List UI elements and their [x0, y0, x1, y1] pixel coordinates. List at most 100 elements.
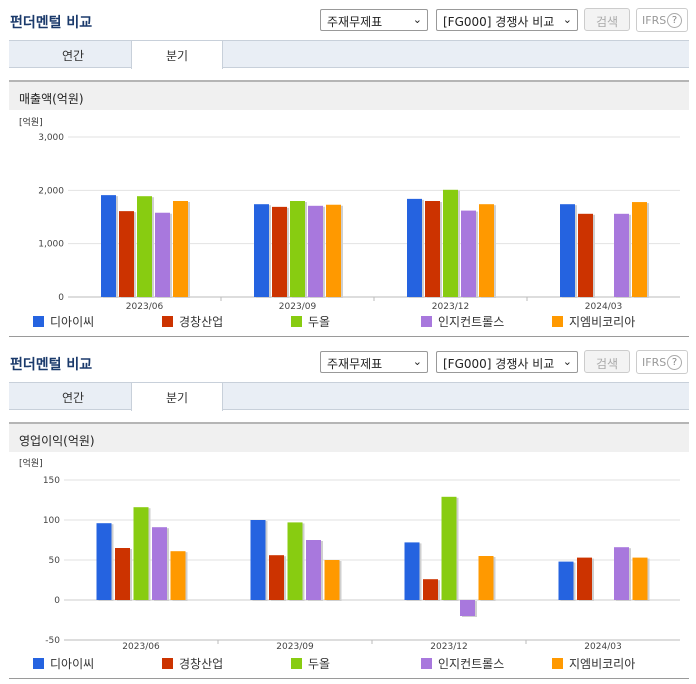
legend-item[interactable]: 두올 — [291, 313, 330, 330]
y-tick-label: 100 — [43, 516, 60, 526]
x-tick-label: 2023/06 — [122, 642, 160, 652]
bar-0-3 — [558, 561, 574, 600]
statement-select-value: 주재무제표 — [327, 357, 383, 371]
section-title: 펀더멘털 비교 — [10, 15, 93, 31]
legend-item[interactable]: 디아이씨 — [33, 313, 94, 330]
legend-swatch — [291, 658, 302, 669]
legend-label: 지엠비코리아 — [569, 657, 636, 671]
ifrs-button[interactable]: IFRS ? — [636, 350, 688, 374]
bar-3-0 — [155, 212, 170, 297]
help-icon[interactable]: ? — [667, 355, 682, 370]
bar-4-0 — [173, 201, 188, 297]
legend-item[interactable]: 인지컨트롤스 — [421, 313, 504, 330]
bar-4-2 — [479, 204, 494, 297]
bar-2-1 — [290, 201, 305, 297]
search-button[interactable]: 검색 — [584, 350, 630, 373]
tab-quarterly[interactable]: 분기 — [131, 383, 223, 411]
x-tick-label: 2024/03 — [585, 302, 622, 310]
bar-4-2 — [478, 556, 494, 600]
tab-annual[interactable]: 연간 — [61, 49, 85, 63]
legend-item[interactable]: 지엠비코리아 — [552, 655, 635, 672]
legend-swatch — [552, 316, 563, 327]
peer-select-value: [FG000] 경쟁사 비교 — [443, 15, 555, 29]
y-tick-label: 50 — [49, 556, 61, 566]
chart-legend: 디아이씨 경창산업 두올 인지컨트롤스 지엠비코리아 — [0, 313, 696, 333]
legend-swatch — [33, 658, 44, 669]
chevron-down-icon: ⌄ — [412, 13, 422, 26]
bar-0-3 — [560, 204, 575, 297]
bar-1-3 — [577, 557, 592, 600]
bar-0-2 — [407, 198, 422, 297]
y-tick-label: 2,000 — [38, 186, 64, 196]
bar-3-2 — [461, 210, 476, 297]
y-tick-label: 0 — [54, 596, 60, 606]
legend-swatch — [162, 316, 173, 327]
legend-label: 경창산업 — [179, 657, 224, 671]
legend-swatch — [552, 658, 563, 669]
bar-1-2 — [423, 579, 438, 600]
tab-annual[interactable]: 연간 — [61, 391, 85, 405]
legend-label: 두올 — [308, 315, 331, 329]
bar-1-2 — [425, 201, 440, 297]
bar-3-2 — [460, 600, 475, 616]
legend-label: 두올 — [308, 657, 331, 671]
legend-label: 경창산업 — [179, 315, 224, 329]
bar-2-0 — [137, 196, 152, 297]
bar-1-0 — [119, 211, 134, 297]
bar-1-1 — [272, 206, 287, 297]
bar-3-3 — [614, 213, 629, 297]
y-tick-label: 150 — [43, 476, 60, 486]
bar-0-1 — [250, 520, 266, 600]
fundamental-section-revenue: 펀더멘털 비교 주재무제표 ⌄ [FG000] 경쟁사 비교 ⌄ 검색 IFRS… — [0, 8, 696, 337]
peer-select-value: [FG000] 경쟁사 비교 — [443, 357, 555, 371]
bar-2-2 — [443, 189, 458, 297]
y-tick-label: -50 — [45, 636, 60, 646]
period-tabs: 연간 분기 — [9, 382, 689, 411]
legend-swatch — [421, 316, 432, 327]
bar-0-1 — [254, 204, 269, 297]
legend-item[interactable]: 경창산업 — [162, 313, 223, 330]
legend-item[interactable]: 디아이씨 — [33, 655, 94, 672]
x-tick-label: 2023/06 — [126, 302, 164, 310]
revenue-bar-chart: [억원] 0 1,000 2,000 3,000 2023/06 2023/09 2023/1… — [19, 116, 680, 310]
legend-item[interactable]: 인지컨트롤스 — [421, 655, 504, 672]
legend-swatch — [421, 658, 432, 669]
period-tabs: 연간 분기 — [9, 40, 689, 69]
legend-item[interactable]: 경창산업 — [162, 655, 223, 672]
legend-label: 인지컨트롤스 — [438, 657, 505, 671]
bar-4-1 — [326, 204, 341, 297]
bar-3-0 — [152, 527, 167, 600]
legend-item[interactable]: 지엠비코리아 — [552, 313, 635, 330]
chart-legend: 디아이씨 경창산업 두올 인지컨트롤스 지엠비코리아 — [0, 655, 696, 675]
help-icon[interactable]: ? — [667, 13, 682, 28]
bar-2-0 — [133, 507, 149, 600]
y-unit-label: [억원] — [19, 116, 43, 128]
ifrs-button[interactable]: IFRS ? — [636, 8, 688, 32]
statement-select[interactable]: 주재무제표 ⌄ — [320, 9, 428, 31]
y-tick-label: 1,000 — [38, 240, 64, 250]
chevron-down-icon: ⌄ — [412, 355, 422, 368]
search-button[interactable]: 검색 — [584, 8, 630, 31]
legend-item[interactable]: 두올 — [291, 655, 330, 672]
bar-2-1 — [287, 522, 303, 600]
bar-1-1 — [269, 555, 284, 600]
bar-3-3 — [614, 547, 629, 600]
x-tick-label: 2023/09 — [279, 302, 317, 310]
bar-1-3 — [578, 213, 593, 297]
ifrs-label: IFRS — [642, 14, 667, 27]
peer-select[interactable]: [FG000] 경쟁사 비교 ⌄ — [436, 9, 578, 31]
tab-quarterly[interactable]: 분기 — [131, 41, 223, 69]
operating-profit-bar-chart: [억원] -50 0 50 100 150 2023/06 2023/09 2023/12 202… — [19, 457, 680, 652]
peer-select[interactable]: [FG000] 경쟁사 비교 ⌄ — [436, 351, 578, 373]
divider — [9, 336, 689, 337]
bar-0-0 — [96, 523, 112, 600]
legend-label: 디아이씨 — [50, 657, 95, 671]
bar-0-0 — [101, 195, 116, 297]
legend-swatch — [291, 316, 302, 327]
x-tick-label: 2023/12 — [430, 642, 467, 652]
bar-0-2 — [404, 542, 420, 600]
legend-label: 지엠비코리아 — [569, 315, 636, 329]
bar-4-3 — [632, 557, 648, 600]
statement-select[interactable]: 주재무제표 ⌄ — [320, 351, 428, 373]
section-title: 펀더멘털 비교 — [10, 357, 93, 373]
